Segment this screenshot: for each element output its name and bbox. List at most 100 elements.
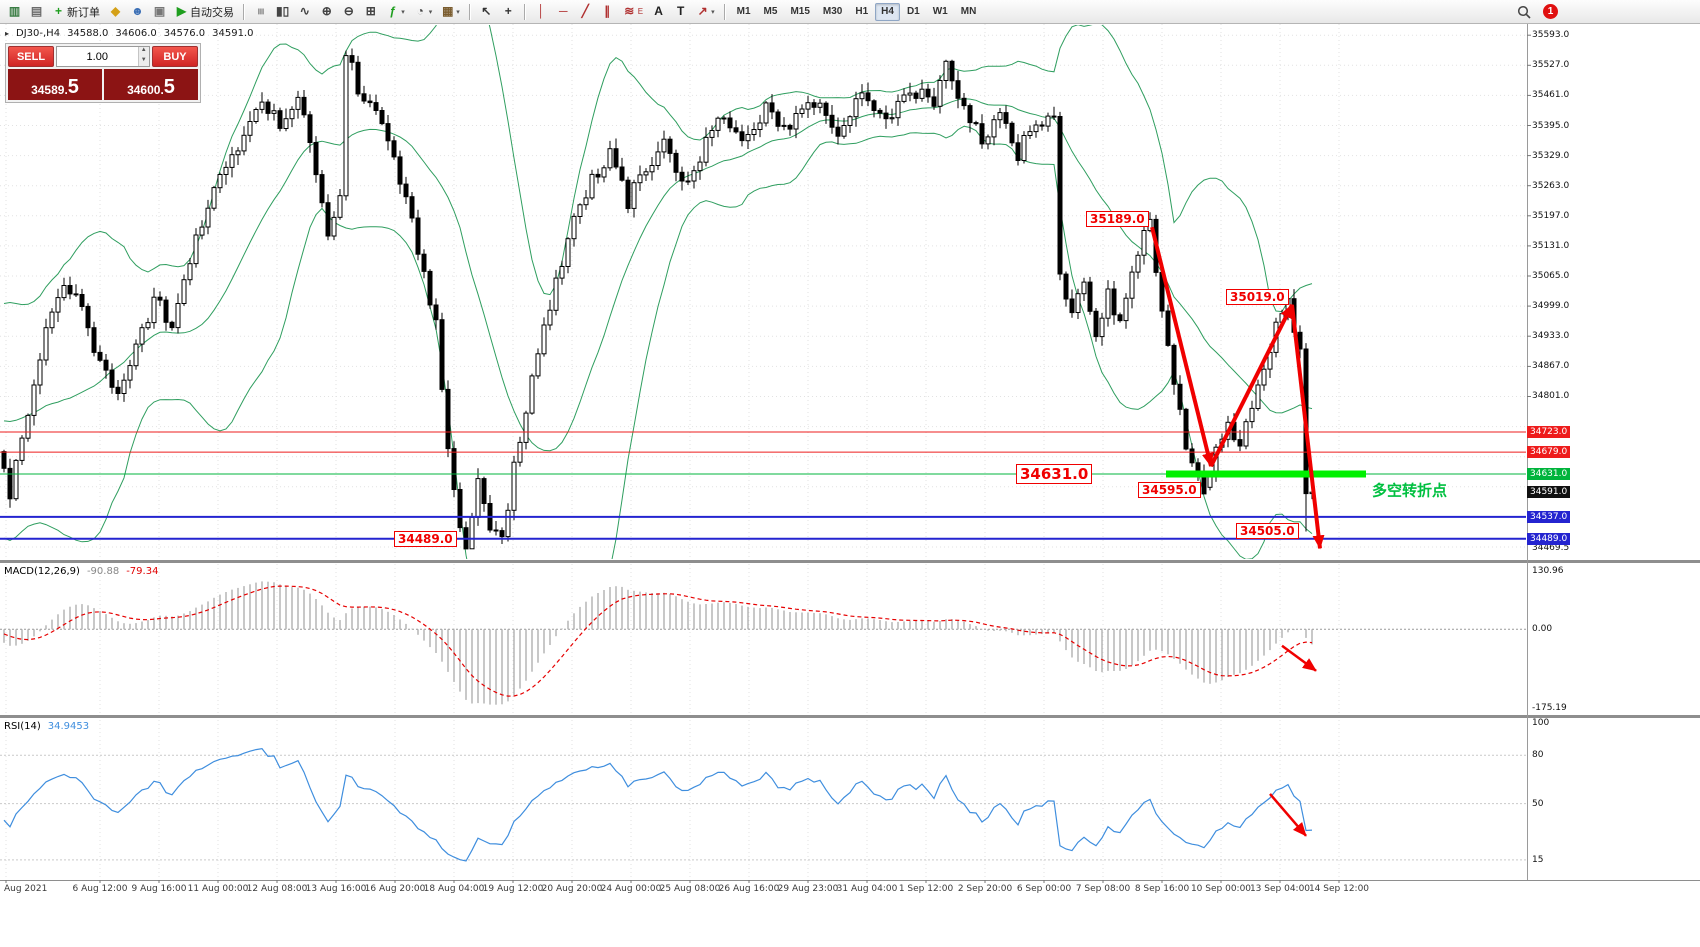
trend-arrow-2[interactable] xyxy=(1209,303,1294,468)
label-button[interactable]: T xyxy=(670,2,691,22)
timeframe-w1-button[interactable]: W1 xyxy=(927,3,954,21)
price-scale-value[interactable]: 35131.0 xyxy=(1532,240,1570,251)
volume-up-icon[interactable]: ▲ xyxy=(138,47,149,57)
macd-panel-separator[interactable] xyxy=(0,560,1700,563)
timeframe-m30-button[interactable]: M30 xyxy=(817,3,848,21)
new-chart-button[interactable]: ▥ xyxy=(4,2,25,22)
time-axis-label[interactable]: 2 Sep 20:00 xyxy=(957,884,1013,894)
price-scale-value[interactable]: 34933.0 xyxy=(1532,331,1570,342)
price-scale-bottom-value[interactable]: 34469.5 xyxy=(1532,542,1570,553)
line-chart-button[interactable]: ∿ xyxy=(294,2,315,22)
terminal-button[interactable]: ▣ xyxy=(149,2,170,22)
trend-arrows[interactable] xyxy=(1150,226,1325,550)
price-scale-value[interactable]: 35593.0 xyxy=(1532,30,1570,41)
rsi-panel-separator[interactable] xyxy=(0,715,1700,718)
bar-chart-button[interactable]: ≡ xyxy=(250,2,271,22)
price-scale-value[interactable]: 35197.0 xyxy=(1532,210,1570,221)
price-scale-value[interactable]: 35065.0 xyxy=(1532,271,1570,282)
time-axis-label[interactable]: 24 Aug 00:00 xyxy=(600,884,662,894)
time-axis-label[interactable]: 26 Aug 16:00 xyxy=(718,884,780,894)
horizontal-line-button[interactable]: ─ xyxy=(553,2,574,22)
chart-annotation[interactable]: 35189.0 xyxy=(1086,211,1149,228)
auto-trading-button[interactable]: ▶ 自动交易 xyxy=(171,2,238,22)
new-order-button[interactable]: + 新订单 xyxy=(48,2,104,22)
price-scale-value[interactable]: 35395.0 xyxy=(1532,120,1570,131)
price-scale-value[interactable]: 34867.0 xyxy=(1532,361,1570,372)
chart-annotation[interactable]: 34489.0 xyxy=(394,530,457,547)
time-axis-label[interactable]: 13 Sep 04:00 xyxy=(1249,884,1311,894)
templates-button[interactable]: ▦ ▾ xyxy=(437,2,464,22)
price-scale-value[interactable]: 34999.0 xyxy=(1532,301,1570,312)
time-axis-label[interactable]: 31 Aug 04:00 xyxy=(836,884,898,894)
level-lines[interactable] xyxy=(0,431,1526,540)
periods-button[interactable]: ◔ ▾ xyxy=(410,2,437,22)
chevron-down-icon[interactable]: ▾ xyxy=(711,8,715,16)
chart-annotation[interactable]: 34595.0 xyxy=(1138,482,1201,499)
time-axis-label[interactable]: 18 Aug 04:00 xyxy=(423,884,485,894)
profiles-button[interactable]: ▤ xyxy=(26,2,47,22)
time-axis-label[interactable]: 7 Sep 08:00 xyxy=(1075,884,1131,894)
chart-annotation[interactable]: 34505.0 xyxy=(1236,523,1299,540)
navigator-button[interactable]: ☻ xyxy=(127,2,148,22)
timeframe-m5-button[interactable]: M5 xyxy=(758,3,784,21)
time-axis-label[interactable]: 6 Aug 12:00 xyxy=(72,884,128,894)
time-axis-label[interactable]: 14 Sep 12:00 xyxy=(1308,884,1370,894)
time-axis-label[interactable]: 16 Aug 20:00 xyxy=(364,884,426,894)
search-button[interactable] xyxy=(1513,2,1535,22)
turning-point-label[interactable]: 多空转折点 xyxy=(1372,482,1448,499)
timeframe-h4-button[interactable]: H4 xyxy=(875,2,900,21)
timeframe-d1-button[interactable]: D1 xyxy=(901,3,926,21)
chevron-down-icon[interactable]: ▾ xyxy=(401,8,405,16)
time-axis-label[interactable]: 9 Aug 16:00 xyxy=(131,884,187,894)
rsi-arrow[interactable] xyxy=(1269,793,1307,837)
sell-button[interactable]: SELL xyxy=(8,46,54,67)
trendline-button[interactable]: ╱ xyxy=(575,2,596,22)
arrows-tool-button[interactable]: ↗ ▾ xyxy=(692,2,719,22)
macd-arrow[interactable] xyxy=(1281,644,1317,672)
time-axis-label[interactable]: 8 Sep 16:00 xyxy=(1134,884,1190,894)
price-scale-value[interactable]: 35329.0 xyxy=(1532,150,1570,161)
time-axis-label[interactable]: 12 Aug 08:00 xyxy=(246,884,308,894)
fibonacci-button[interactable]: ≋ E xyxy=(619,2,647,22)
trend-arrow-3[interactable] xyxy=(1290,304,1325,550)
time-axis-label[interactable]: 29 Aug 23:00 xyxy=(777,884,839,894)
timeframe-m1-button[interactable]: M1 xyxy=(731,3,757,21)
time-axis-label[interactable]: 6 Sep 00:00 xyxy=(1016,884,1072,894)
price-scale-value[interactable]: 35527.0 xyxy=(1532,60,1570,71)
chevron-down-icon[interactable]: ▾ xyxy=(428,8,433,16)
price-scale-value[interactable]: 34801.0 xyxy=(1532,391,1570,402)
sell-price[interactable]: 34589. 5 xyxy=(8,69,102,100)
zoom-out-button[interactable]: ⊖ xyxy=(338,2,359,22)
crosshair-button[interactable]: + xyxy=(498,2,519,22)
chevron-down-icon[interactable]: ▾ xyxy=(456,8,460,16)
indicators-button[interactable]: ƒ ▾ xyxy=(382,2,409,22)
time-axis-label[interactable]: 10 Sep 00:00 xyxy=(1190,884,1252,894)
pivot-segment[interactable] xyxy=(1166,470,1366,478)
notification-badge[interactable]: 1 xyxy=(1543,4,1558,19)
time-axis-label[interactable]: 11 Aug 00:00 xyxy=(187,884,249,894)
timeframe-mn-button[interactable]: MN xyxy=(955,3,983,21)
cursor-button[interactable]: ↖ xyxy=(476,2,497,22)
price-scale-value[interactable]: 35461.0 xyxy=(1532,90,1570,101)
buy-price[interactable]: 34600. 5 xyxy=(104,69,198,100)
candlestick-chart-button[interactable]: ▮▯ xyxy=(272,2,293,22)
volume-down-icon[interactable]: ▼ xyxy=(138,56,149,66)
time-axis-label[interactable]: 19 Aug 12:00 xyxy=(482,884,544,894)
trend-arrow-1[interactable] xyxy=(1150,226,1214,468)
text-button[interactable]: A xyxy=(648,2,669,22)
timeframe-m15-button[interactable]: M15 xyxy=(784,3,815,21)
timeframe-h1-button[interactable]: H1 xyxy=(849,3,874,21)
time-axis-label[interactable]: Aug 2021 xyxy=(4,884,48,894)
volume-input[interactable] xyxy=(57,47,138,66)
collapse-arrow-icon[interactable]: ▸ xyxy=(5,29,10,38)
tile-windows-button[interactable]: ⊞ xyxy=(360,2,381,22)
time-axis-label[interactable]: 1 Sep 12:00 xyxy=(898,884,954,894)
chart-annotation[interactable]: 34631.0 xyxy=(1016,464,1093,484)
time-axis-label[interactable]: 20 Aug 20:00 xyxy=(541,884,603,894)
price-scale-value[interactable]: 35263.0 xyxy=(1532,180,1570,191)
vertical-line-button[interactable]: │ xyxy=(531,2,552,22)
time-axis-label[interactable]: 25 Aug 08:00 xyxy=(659,884,721,894)
market-watch-button[interactable]: ◆ xyxy=(105,2,126,22)
zoom-in-button[interactable]: ⊕ xyxy=(316,2,337,22)
